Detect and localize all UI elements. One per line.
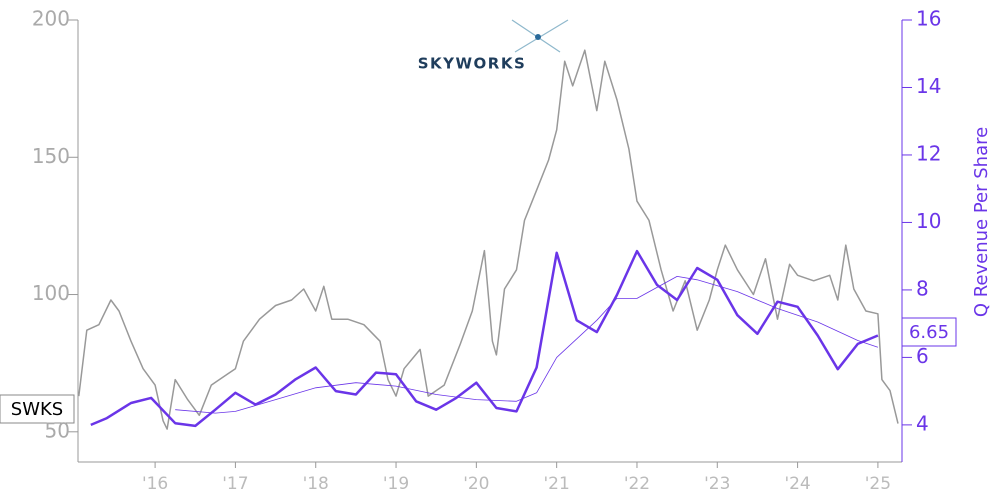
y-tick-label: 200: [32, 7, 70, 31]
x-tick-label: '17: [222, 474, 248, 494]
y2-tick-label: 12: [916, 141, 941, 165]
x-tick-label: '20: [463, 474, 489, 494]
y2-tick-label: 4: [916, 411, 929, 435]
y2-tick-label: 14: [916, 74, 941, 98]
y2-tick-label: 16: [916, 7, 941, 31]
price-label: SWKS: [11, 399, 63, 420]
y-tick-label: 50: [45, 418, 70, 442]
x-tick-label: '16: [142, 474, 168, 494]
y-tick-label: 150: [32, 144, 70, 168]
x-tick-label: '25: [865, 474, 891, 494]
series-line: [175, 276, 879, 414]
logo-text: SKYWORKS: [418, 55, 527, 73]
x-tick-label: '19: [383, 474, 409, 494]
logo: SKYWORKS: [418, 19, 569, 73]
last-value-label: 6.65: [909, 322, 949, 343]
y2-tick-label: 6: [916, 344, 929, 368]
series-line: [78, 49, 899, 430]
price-label-box: [0, 394, 75, 424]
x-tick-label: '21: [544, 474, 570, 494]
x-tick-label: '18: [303, 474, 329, 494]
y2-tick-label: 8: [916, 276, 929, 300]
x-tick-label: '23: [704, 474, 730, 494]
y2-axis-title: Q Revenue Per Share: [971, 127, 992, 317]
series-line: [90, 249, 879, 428]
y2-tick-label: 10: [916, 209, 941, 233]
last-value-box: [901, 317, 957, 347]
x-tick-label: '22: [624, 474, 650, 494]
y-tick-label: 100: [32, 281, 70, 305]
x-tick-label: '24: [784, 474, 810, 494]
